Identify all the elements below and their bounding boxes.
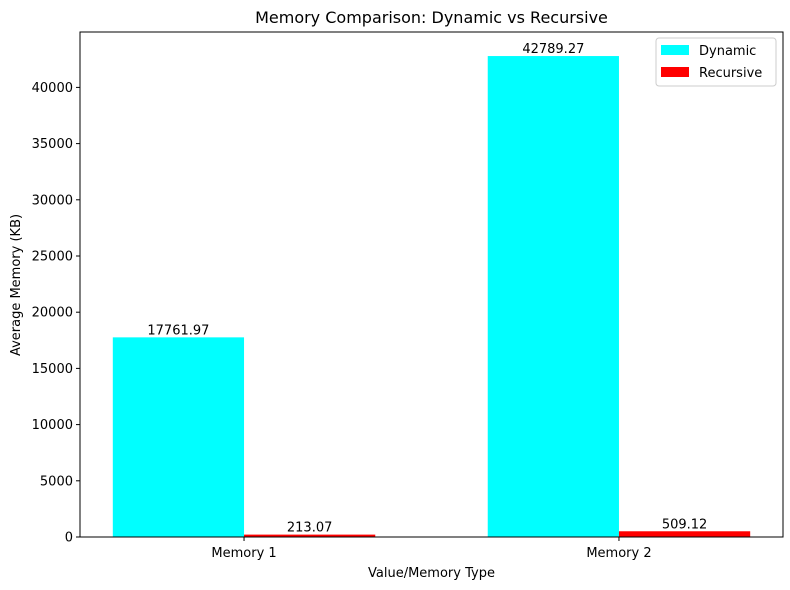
plot-area: 17761.97 42789.27 213.07 509.12 0 5000 10000 15… — [32, 31, 784, 561]
y-tick-label: 40000 — [32, 81, 73, 96]
legend: Dynamic Recursive — [655, 37, 777, 87]
y-axis-label: Average Memory (KB) — [9, 214, 24, 356]
axes-frame — [79, 31, 784, 538]
y-tick-label: 5000 — [40, 474, 73, 489]
data-label-recursive-2: 509.12 — [662, 517, 708, 532]
data-label-dynamic-2: 42789.27 — [522, 42, 584, 57]
y-tick-label: 0 — [65, 531, 73, 546]
legend-swatch-dynamic — [661, 45, 689, 55]
y-tick-label: 10000 — [32, 418, 73, 433]
x-axis-label: Value/Memory Type — [368, 566, 495, 581]
x-tick-label: Memory 2 — [586, 546, 651, 561]
data-label-recursive-1: 213.07 — [287, 521, 333, 536]
y-tick-label: 15000 — [32, 362, 73, 377]
legend-swatch-recursive — [661, 67, 689, 77]
y-tick-label: 20000 — [32, 306, 73, 321]
x-tick-label: Memory 1 — [211, 546, 276, 561]
bar-recursive-2 — [618, 531, 751, 537]
data-label-dynamic-1: 17761.97 — [147, 323, 209, 338]
y-tick-label: 30000 — [32, 193, 73, 208]
bar-recursive-1 — [244, 534, 376, 537]
y-tick-label: 35000 — [32, 137, 73, 152]
chart-title: Memory Comparison: Dynamic vs Recursive — [255, 8, 608, 27]
y-tick-label: 25000 — [32, 249, 73, 264]
legend-label-recursive: Recursive — [699, 66, 762, 81]
bar-dynamic-1 — [112, 337, 245, 537]
bar-dynamic-2 — [487, 56, 619, 537]
legend-label-dynamic: Dynamic — [699, 44, 756, 59]
